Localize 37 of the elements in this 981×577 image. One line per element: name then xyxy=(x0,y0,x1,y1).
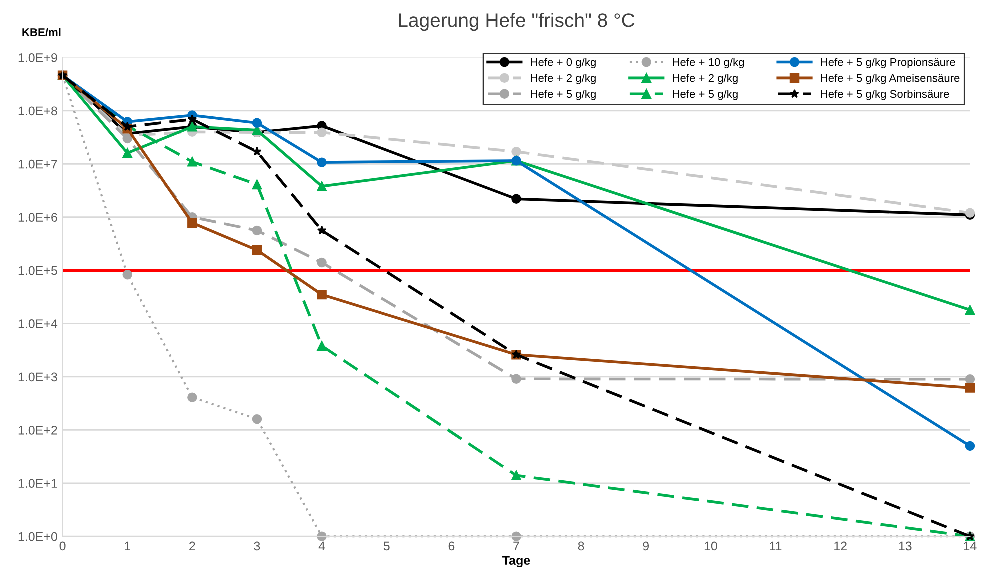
y-tick-label: 1.0E+4 xyxy=(18,320,58,328)
legend-label: Hefe + 2 g/kg xyxy=(673,74,738,84)
x-tick-label: 9 xyxy=(643,542,650,551)
x-tick-label: 2 xyxy=(190,542,196,551)
legend-label: Hefe + 5 g/kg Propionsäure xyxy=(821,58,956,68)
legend-label: Hefe + 2 g/kg xyxy=(531,74,596,84)
x-tick-label: 0 xyxy=(60,542,66,551)
x-tick-label: 10 xyxy=(704,542,718,551)
x-tick-label: 4 xyxy=(318,542,326,551)
y-tick-label: 1.0E+8 xyxy=(18,106,58,116)
x-axis-title: Tage xyxy=(502,556,530,568)
y-tick-label: 1.0E+3 xyxy=(18,372,58,382)
y-tick-label: 1.0E+2 xyxy=(18,426,58,435)
x-tick-label: 11 xyxy=(770,542,782,551)
x-tick-label: 8 xyxy=(578,542,584,551)
y-tick-label: 1.0E+6 xyxy=(18,213,58,222)
legend-label: Hefe + 5 g/kg xyxy=(531,90,596,100)
x-tick-label: 14 xyxy=(964,542,977,551)
x-tick-label: 7 xyxy=(514,542,520,551)
y-tick-label: 1.0E+7 xyxy=(18,160,58,169)
x-tick-label: 3 xyxy=(254,542,260,551)
x-tick-label: 13 xyxy=(899,542,912,551)
legend-label: Hefe + 5 g/kg Ameisensäure xyxy=(821,74,960,84)
x-tick-label: 1 xyxy=(125,542,130,551)
chart-title: Lagerung Hefe "frisch" 8 °C xyxy=(399,13,635,32)
legend-label: Hefe + 5 g/kg xyxy=(673,90,738,100)
legend-label: Hefe + 0 g/kg xyxy=(531,58,596,68)
y-tick-label: 1.0E+5 xyxy=(18,266,58,276)
legend-label: Hefe + 10 g/kg xyxy=(673,58,744,68)
y-axis-title: KBE/ml xyxy=(22,28,61,36)
x-tick-label: 5 xyxy=(384,542,390,551)
legend-label: Hefe + 5 g/kg Sorbinsäure xyxy=(821,90,950,100)
x-tick-label: 12 xyxy=(834,542,847,551)
y-tick-label: 1.0E+1 xyxy=(18,479,58,488)
x-tick-label: 6 xyxy=(448,542,455,551)
y-tick-label: 1.0E+9 xyxy=(18,54,58,62)
y-tick-label: 1.0E+0 xyxy=(18,532,58,542)
